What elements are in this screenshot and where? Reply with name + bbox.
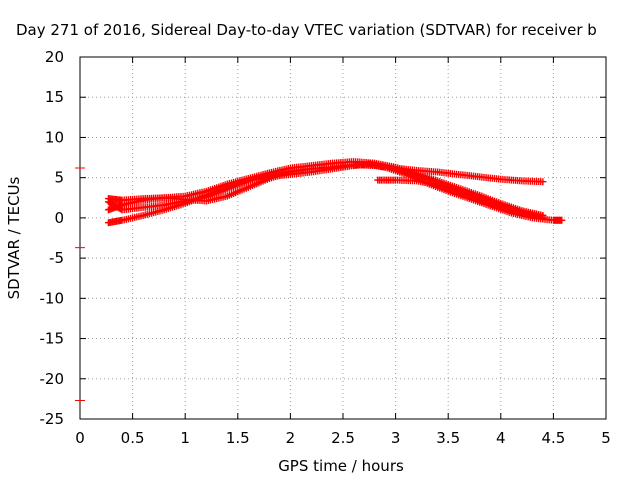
chart-title: Day 271 of 2016, Sidereal Day-to-day VTE… [16, 21, 597, 39]
x-tick-labels: 0 0.5 1 1.5 2 2.5 3 3.5 4 4.5 5 [75, 429, 611, 447]
x-tick-label: 5 [601, 429, 611, 447]
x-tick-label: 2.5 [331, 429, 355, 447]
y-tick-label: -15 [40, 330, 65, 348]
left-axis-marks [75, 167, 85, 401]
axis-ticks [79, 56, 607, 420]
x-tick-label: 1 [180, 429, 190, 447]
x-tick-label: 3.5 [436, 429, 460, 447]
x-axis-label: GPS time / hours [278, 457, 404, 475]
x-tick-label: 1.5 [226, 429, 250, 447]
y-tick-label: -25 [40, 410, 65, 428]
x-tick-label: 3 [391, 429, 401, 447]
y-tick-label: 20 [45, 48, 64, 66]
x-tick-label: 4 [496, 429, 506, 447]
x-tick-label: 0.5 [121, 429, 145, 447]
data-point [558, 216, 566, 224]
y-tick-label: 15 [45, 88, 64, 106]
y-tick-label: 0 [54, 209, 64, 227]
y-tick-label: -10 [40, 289, 65, 307]
y-tick-label: 10 [45, 128, 64, 146]
y-tick-labels: 20 15 10 5 0 -5 -10 -15 -20 -25 [40, 48, 65, 428]
y-axis-label: SDTVAR / TECUs [5, 176, 23, 299]
grid [80, 57, 606, 419]
y-tick-label: -20 [40, 370, 65, 388]
y-tick-label: -5 [49, 249, 64, 267]
y-tick-label: 5 [54, 169, 64, 187]
x-tick-label: 0 [75, 429, 85, 447]
data-point [539, 211, 547, 219]
x-tick-label: 2 [286, 429, 296, 447]
data-point [539, 178, 547, 186]
x-tick-label: 4.5 [541, 429, 565, 447]
data-points [104, 158, 566, 227]
